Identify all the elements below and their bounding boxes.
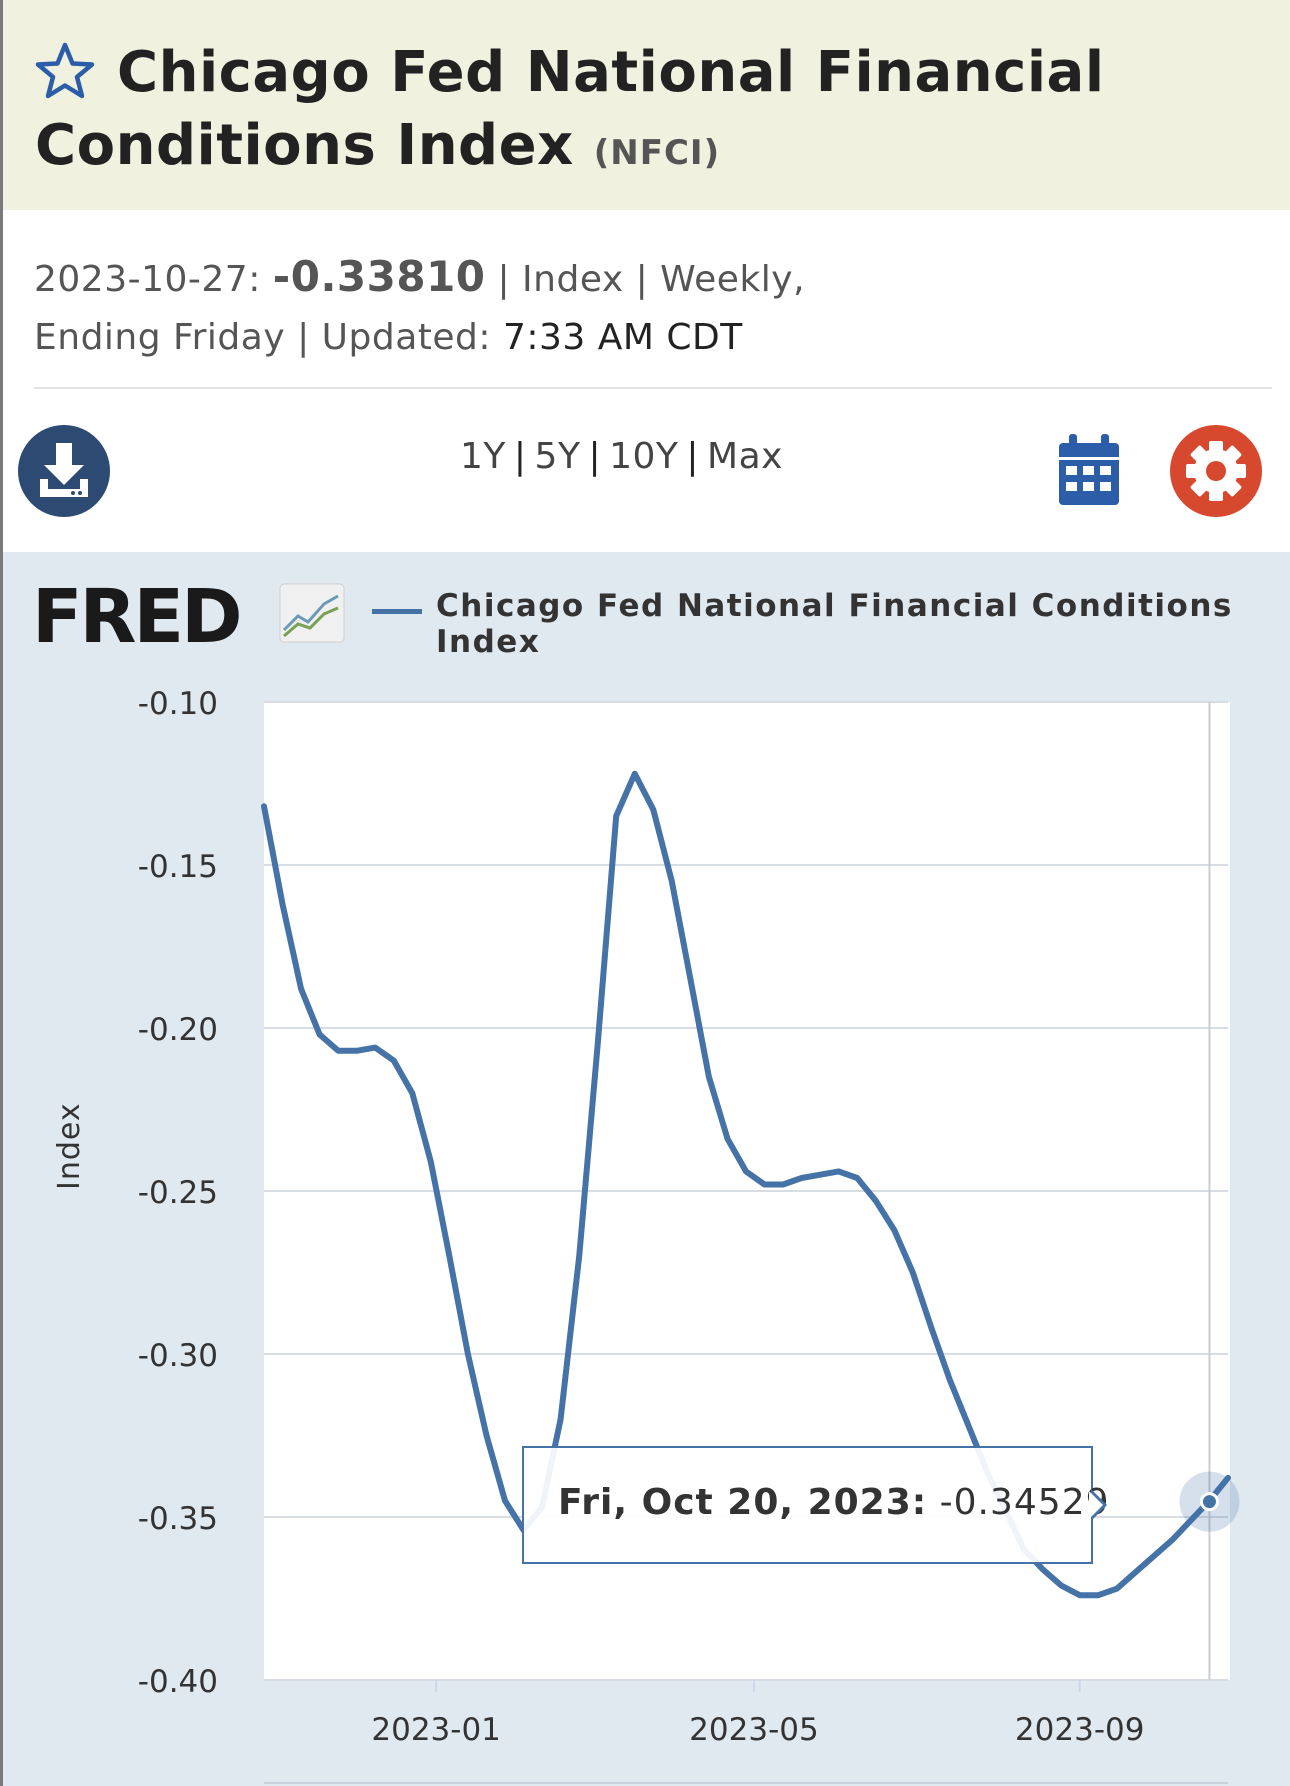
fred-logo: FRED [32, 578, 345, 652]
series-line [261, 770, 1231, 1599]
observation-date: 2023-10-27: [34, 259, 261, 300]
tooltip-pointer-fill [1089, 1491, 1103, 1519]
range-max[interactable]: Max [707, 436, 783, 477]
observation-value: -0.33810 [272, 252, 486, 301]
y-tick-label: -0.10 [138, 686, 218, 722]
tooltip-text: Fri, Oct 20, 2023: -0.34529 [558, 1482, 1110, 1523]
gear-icon [1186, 441, 1246, 501]
hover-point [1199, 1492, 1219, 1512]
y-tick-label: -0.35 [138, 1501, 218, 1537]
page-title-line2-text: Conditions Index [35, 113, 574, 178]
y-tick-label: -0.30 [138, 1338, 218, 1374]
units-frequency: | Index | Weekly, [485, 259, 806, 300]
y-tick-label: -0.20 [138, 1012, 218, 1048]
calendar-icon[interactable] [1057, 433, 1121, 507]
chart-tooltip: Fri, Oct 20, 2023: -0.34529 [522, 1446, 1109, 1564]
legend-label: Chicago Fed National Financial Condition… [436, 588, 1233, 660]
y-tick-label: -0.15 [138, 849, 218, 885]
settings-button[interactable] [1170, 425, 1262, 517]
range-5y[interactable]: 5Y [534, 436, 581, 477]
range-1y[interactable]: 1Y [460, 436, 506, 477]
divider [34, 387, 1272, 389]
x-tick-label: 2023-05 [689, 1712, 819, 1748]
page-title-line2: Conditions Index (NFCI) [35, 109, 1235, 190]
window-edge [0, 0, 3, 1786]
range-separator: | [686, 436, 700, 477]
updated-label: Ending Friday | Updated: [34, 317, 503, 358]
series-header [3, 0, 1290, 210]
page-title-line1: Chicago Fed National Financial [117, 40, 1105, 105]
download-icon [40, 443, 88, 497]
y-tick-label: -0.40 [138, 1664, 218, 1700]
range-separator: | [588, 436, 602, 477]
updated-time: 7:33 AM CDT [502, 317, 743, 358]
series-meta: 2023-10-27: -0.33810 | Index | Weekly, E… [34, 248, 805, 367]
legend-swatch [372, 609, 422, 614]
tooltip-value: -0.34529 [939, 1482, 1110, 1523]
range-10y[interactable]: 10Y [609, 436, 679, 477]
y-tick-label: -0.25 [138, 1175, 218, 1211]
range-separator: | [513, 436, 527, 477]
tooltip-date: Fri, Oct 20, 2023: [558, 1482, 928, 1523]
series-code: (NFCI) [593, 133, 721, 173]
download-button[interactable] [18, 425, 110, 517]
star-icon[interactable] [33, 40, 97, 104]
range-selector: 1Y | 5Y | 10Y | Max [460, 436, 783, 477]
fred-logo-text: FRED [32, 578, 240, 652]
x-tick-label: 2023-09 [1015, 1712, 1145, 1748]
x-tick-label: 2023-01 [371, 1712, 501, 1748]
